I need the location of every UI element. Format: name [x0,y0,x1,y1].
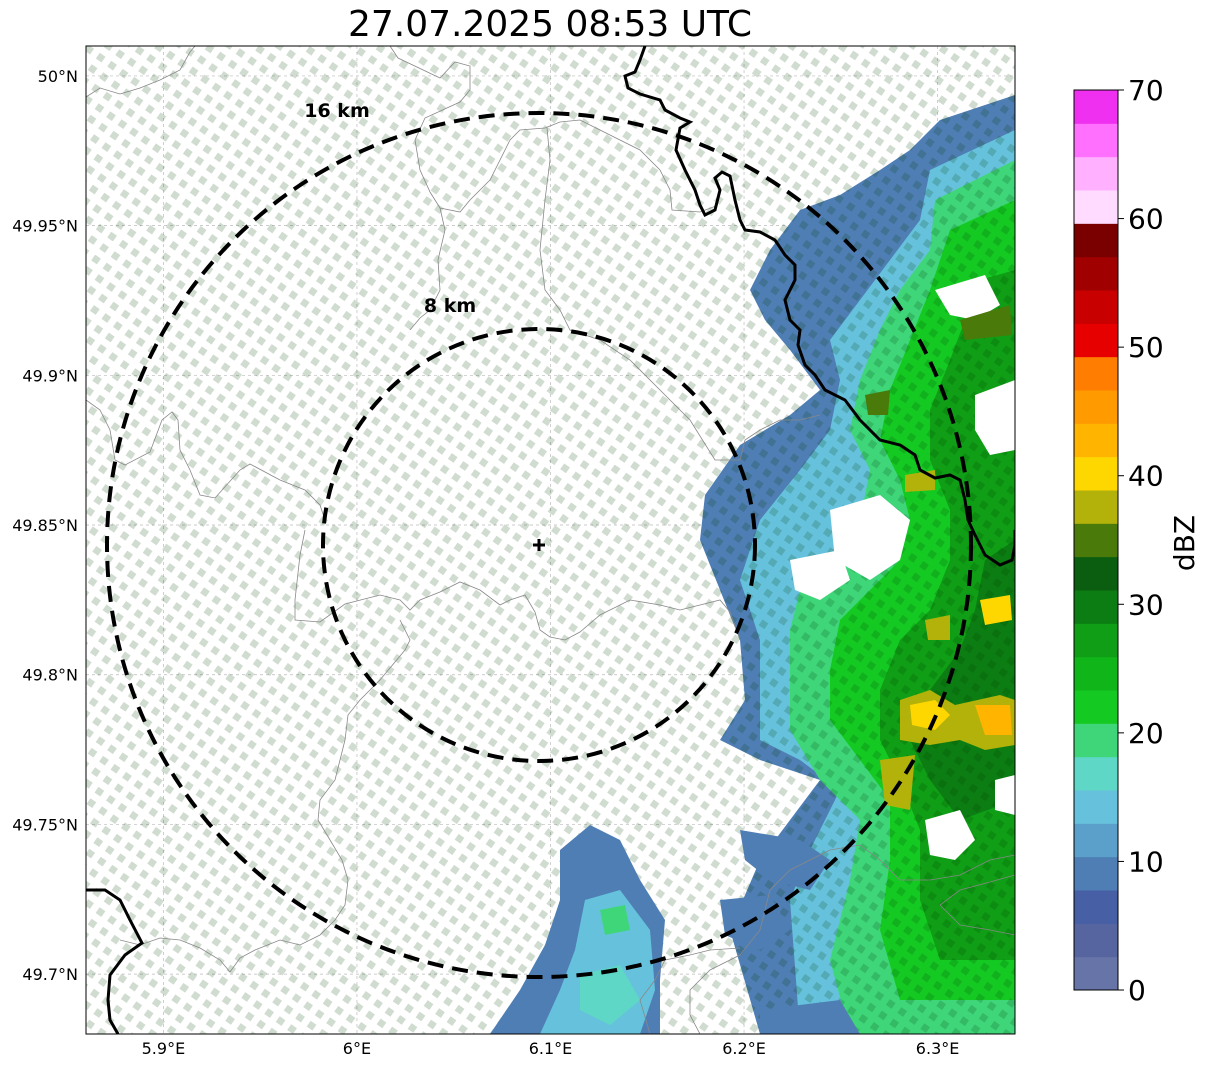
colorbar-bin [1074,856,1118,891]
x-tick-label: 6°E [343,1039,371,1058]
national-border [86,46,1015,1034]
colorbar-bin [1074,190,1118,224]
colorbar-bins [1074,90,1118,991]
colorbar-bin [1074,123,1118,158]
map-frame [85,45,1016,1035]
region-boundaries [86,46,1015,1034]
colorbar-bin [1074,690,1118,724]
colorbar-bin [1074,256,1118,291]
ring-label-8km: 8 km [424,295,476,317]
colorbar-bin [1074,290,1118,324]
colorbar-bin [1074,556,1118,591]
colorbar-bin [1074,456,1118,491]
colorbar-bin [1074,156,1118,191]
colorbar-bin [1074,323,1118,358]
colorbar-tick-label: 50 [1128,331,1164,364]
colorbar-label: dBZ [1168,515,1201,571]
colorbar-tick-label: 30 [1128,588,1164,621]
colorbar-bin [1074,756,1118,791]
x-axis-ticks: 5.9°E 6°E 6.1°E 6.2°E 6.3°E [142,1039,960,1058]
colorbar-bin [1074,523,1118,558]
colorbar-tick-label: 10 [1128,845,1164,878]
y-tick-label: 49.95°N [12,217,78,236]
radar-site-marker [533,539,545,551]
colorbar-tick-label: 0 [1128,974,1146,1007]
y-tick-label: 49.8°N [22,666,78,685]
range-rings [105,111,973,979]
x-tick-label: 6.1°E [529,1039,573,1058]
range-ring-16km [105,111,973,979]
colorbar-bin [1074,790,1118,824]
colorbar-bin [1074,890,1118,924]
x-tick-label: 6.3°E [916,1039,960,1058]
colorbar-bin [1074,656,1118,691]
colorbar-bin [1074,223,1118,258]
colorbar-bin [1074,723,1118,758]
colorbar-tick-label: 40 [1128,460,1164,493]
ring-label-16km: 16 km [304,100,370,122]
precipitation-echoes [86,46,1015,1034]
colorbar-bin [1074,423,1118,458]
colorbar: 0 10 20 30 40 50 60 70 dBZ [1073,74,1201,1007]
colorbar-bin [1074,956,1118,991]
y-tick-label: 49.7°N [22,965,78,984]
colorbar-bin [1074,623,1118,658]
x-tick-label: 6.2°E [722,1039,766,1058]
x-tick-label: 5.9°E [142,1039,186,1058]
colorbar-ticks: 0 10 20 30 40 50 60 70 [1118,74,1164,1007]
colorbar-bin [1074,823,1118,858]
colorbar-bin [1074,923,1118,958]
y-tick-label: 50°N [38,67,78,86]
y-tick-label: 49.9°N [22,366,78,385]
plot-title: 27.07.2025 08:53 UTC [347,4,753,45]
y-tick-label: 49.75°N [12,815,78,834]
colorbar-tick-label: 20 [1128,717,1164,750]
y-axis-ticks: 50°N 49.95°N 49.9°N 49.85°N 49.8°N 49.75°N 49.… [12,67,78,984]
colorbar-bin [1074,590,1118,624]
colorbar-bin [1074,490,1118,524]
y-tick-label: 49.85°N [12,516,78,535]
colorbar-bin [1074,356,1118,391]
colorbar-bin [1074,90,1118,124]
colorbar-frame [1073,89,1119,991]
colorbar-tick-label: 70 [1128,74,1164,107]
range-ring-8km [321,327,757,763]
colorbar-bin [1074,390,1118,424]
colorbar-tick-label: 60 [1128,203,1164,236]
